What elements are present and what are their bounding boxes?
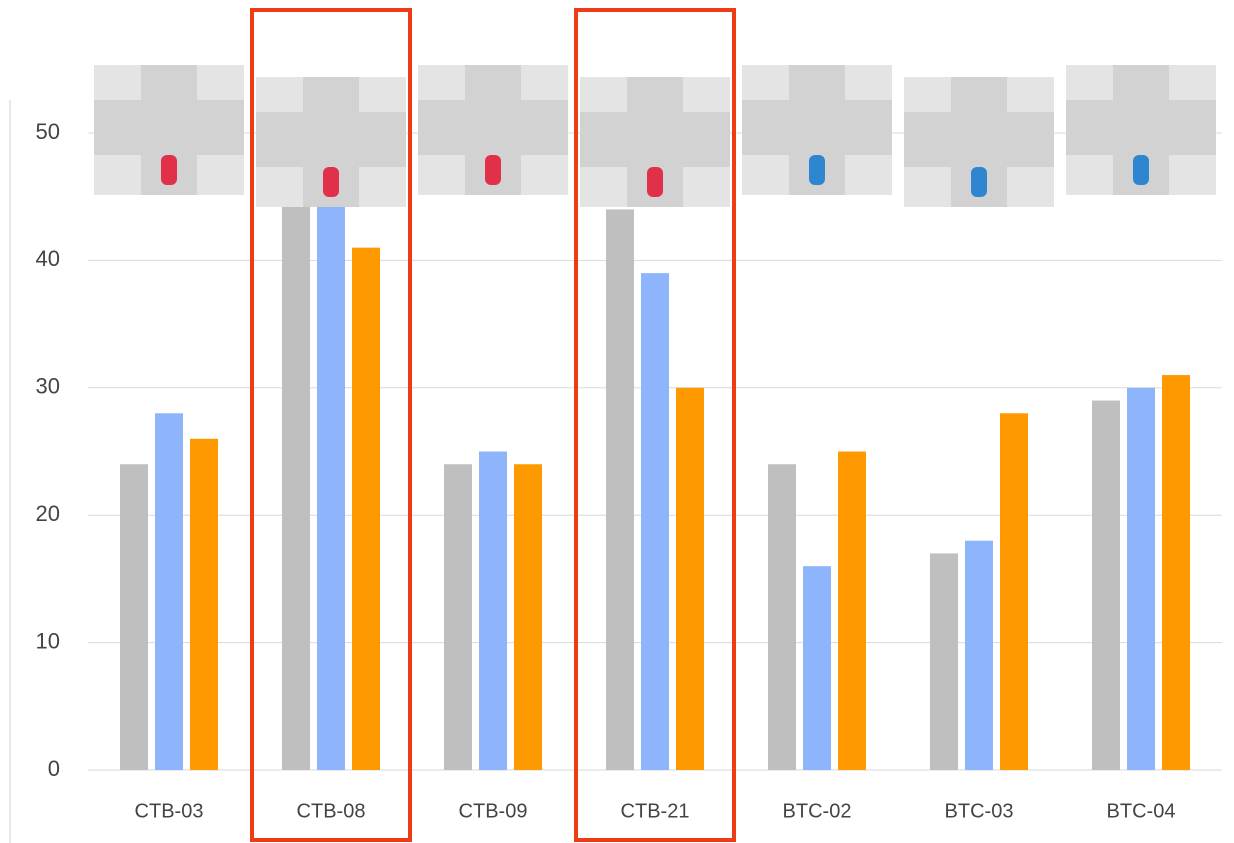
bar	[930, 553, 958, 770]
bar	[444, 464, 472, 770]
bar	[641, 273, 669, 770]
x-tick-label: CTB-08	[297, 800, 366, 822]
x-tick-label: CTB-03	[135, 800, 204, 822]
y-tick-label: 40	[36, 246, 60, 271]
vehicle	[1133, 155, 1149, 185]
bar	[1092, 400, 1120, 770]
bar	[317, 196, 345, 770]
bar	[1127, 387, 1155, 770]
bar	[676, 387, 704, 770]
x-tick-label: BTC-03	[945, 800, 1014, 822]
vehicle	[161, 155, 177, 185]
highlight-box	[250, 8, 412, 842]
bar	[155, 413, 183, 770]
bar	[282, 196, 310, 770]
vehicle	[485, 155, 501, 185]
bar	[768, 464, 796, 770]
x-tick-label: BTC-04	[1107, 800, 1176, 822]
y-tick-label: 20	[36, 501, 60, 526]
y-tick-label: 30	[36, 374, 60, 399]
x-tick-label: CTB-21	[621, 800, 690, 822]
y-tick-label: 50	[36, 119, 60, 144]
highlight-box	[574, 8, 736, 842]
x-tick-label: BTC-02	[783, 800, 852, 822]
y-tick-label: 0	[48, 756, 60, 781]
bar	[606, 209, 634, 770]
bar	[479, 451, 507, 770]
vehicle	[323, 167, 339, 197]
vehicle	[647, 167, 663, 197]
bar	[514, 464, 542, 770]
bar	[803, 566, 831, 770]
bar	[120, 464, 148, 770]
x-tick-label: CTB-09	[459, 800, 528, 822]
bar	[352, 247, 380, 770]
bar	[190, 438, 218, 770]
bar	[1000, 413, 1028, 770]
y-tick-label: 10	[36, 628, 60, 653]
bar	[965, 540, 993, 770]
bar	[838, 451, 866, 770]
bar	[1162, 375, 1190, 770]
vehicle	[971, 167, 987, 197]
vehicle	[809, 155, 825, 185]
